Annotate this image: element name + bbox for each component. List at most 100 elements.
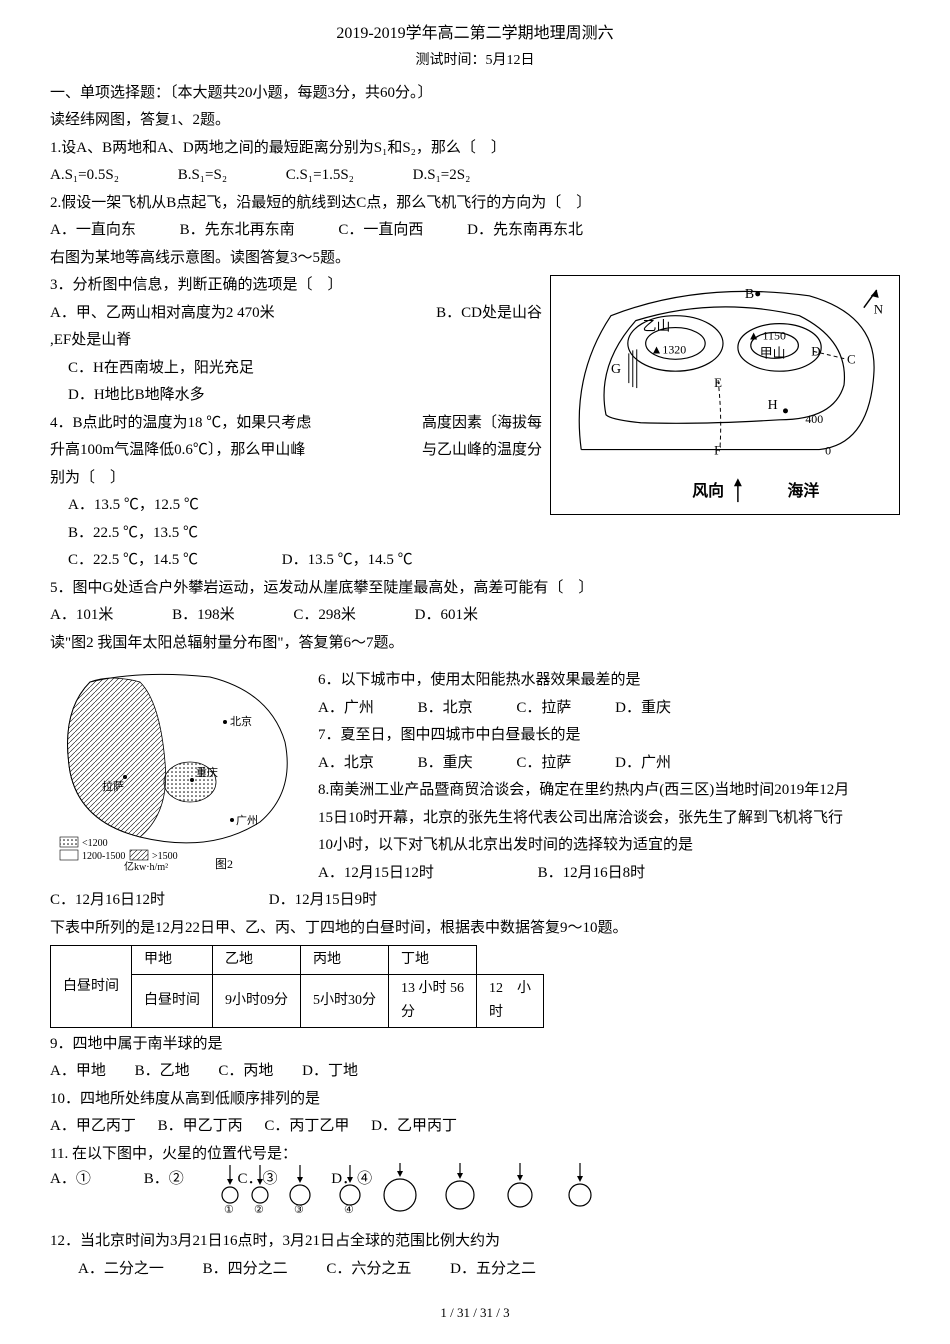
cell-text: 时 [489,1005,503,1020]
q4-opt-c: C．22.5 ℃，14.5 ℃ [68,552,198,568]
label-1320: ▲1320 [651,343,687,357]
city-chongqing [190,778,194,782]
q8-opt-a: A．12月15日12时 [318,865,434,881]
label-wind: 风向 [692,482,724,501]
table-cell: 乙地 [213,946,301,975]
china-map-svg: 北京 拉萨 重庆 广州 <1200 1200-1500 >1500 亿kw·h/… [50,662,310,872]
q5-opt-d: D．601米 [415,607,478,623]
cell-text: 分 [401,1005,415,1020]
q1-opt-c: C.S₁=1.5S₂ [286,167,354,183]
q6-opt-c: C．拉萨 [516,700,571,716]
q5-opt-b: B．198米 [172,607,235,623]
q11-opt-a: A．① [50,1167,140,1193]
q7-opt-b: B．重庆 [418,755,473,771]
q9-stem: 9．四地中属于南半球的是 [50,1032,900,1058]
planet-8 [569,1184,591,1206]
q12-opt-c: C．六分之五 [326,1261,411,1277]
q8-opt-c: C．12月16日12时 [50,892,165,908]
q4-l2-right: 与乙山峰的温度分 [422,438,542,464]
intro-9-10: 下表中所列的是12月22日甲、乙、丙、丁四地的白昼时间，根据表中数据答复9～10… [50,916,900,942]
table-cell: 12 小时 [477,975,544,1028]
q10-opt-b: B．甲乙丁丙 [158,1118,243,1134]
legend-low-icon [60,837,78,847]
label-b: B [745,287,754,302]
q1-stem: 1.设A、B两地和A、D两地之间的最短距离分别为S₁和S₂，那么〔 〕 [50,136,900,162]
q6-opt-d: D．重庆 [615,700,671,716]
contour-0 [579,292,874,450]
q10-opt-c: C．丙丁乙甲 [264,1118,349,1134]
page-subtitle: 测试时间：5月12日 [50,49,900,73]
city-guangzhou-label: 广州 [236,814,258,827]
section-heading: 一、单项选择题：〔本大题共20小题，每题3分，共60分。〕 [50,81,900,107]
planet-6 [446,1181,474,1209]
q3-opt-b: B．CD处是山谷 [436,301,542,327]
cell-text: 12 小 [489,981,531,996]
arrow-2-head [257,1179,263,1185]
legend-unit: 亿kw·h/m² [124,860,168,872]
arrow-5-head [397,1171,403,1177]
contour-map-figure: N B 乙山 ▲1320 ▲ 1150 甲山 D C G E H 400 F 0… [550,275,900,515]
planet-label-4: ④ [344,1204,354,1216]
q12-opt-a: A．二分之一 [78,1261,164,1277]
q1-options: A.S₁=0.5S₂ B.S₁=S₂ C.S₁=1.5S₂ D.S₁=2S₂ [50,163,900,189]
q2-opt-d: D．先东南再东北 [467,222,583,238]
label-h: H [768,398,778,413]
legend-low-text: <1200 [82,838,108,849]
city-beijing [223,720,227,724]
q12-options: A．二分之一 B．四分之二 C．六分之五 D．五分之二 [50,1257,900,1283]
label-d: D [811,345,820,359]
legend-high-text: >1500 [152,851,178,862]
q10-opt-a: A．甲乙丙丁 [50,1118,136,1134]
arrow-8-head [577,1176,583,1182]
planet-label-3: ③ [294,1204,304,1216]
arrow-4-head [347,1177,353,1183]
q8-opt-d: D．12月15日9时 [269,892,377,908]
table-cell: 白昼时间 [132,975,213,1028]
label-1150: ▲ 1150 [748,329,786,343]
arrow-7-head [517,1175,523,1181]
label-0: 0 [825,444,831,458]
q2-opt-a: A．一直向东 [50,222,136,238]
intro-6-7: 读"图2 我国年太阳总辐射量分布图"，答复第6～7题。 [50,631,900,657]
q6-opt-a: A．广州 [318,700,374,716]
legend-mid-text: 1200-1500 [82,851,125,862]
wind-arrow-head [734,479,742,487]
q6-opt-b: B．北京 [418,700,473,716]
planet-7 [508,1183,532,1207]
map-caption: 图2 [215,857,233,871]
ef-line [718,381,721,447]
q2-stem: 2.假设一架飞机从B点起飞，沿最短的航线到达C点，那么飞机飞行的方向为〔 〕 [50,191,900,217]
planets-svg: ① ② ③ ④ [200,1161,620,1217]
table-row: 白昼时间 甲地 乙地 丙地 丁地 [51,946,544,975]
q5-stem: 5．图中G处适合户外攀岩运动，运发动从崖底攀至陡崖最高处，高差可能有〔 〕 [50,576,900,602]
q10-opt-d: D．乙甲丙丁 [371,1118,457,1134]
planet-3 [290,1185,310,1205]
q12-opt-b: B．四分之二 [203,1261,288,1277]
intro-1-2: 读经纬网图，答复1、2题。 [50,108,900,134]
table-cell: 9小时09分 [213,975,301,1028]
planet-4 [340,1185,360,1205]
q1-opt-d: D.S₁=2S₂ [413,167,471,183]
arrow-3-head [297,1177,303,1183]
city-chongqing-label: 重庆 [196,765,218,779]
q9-opt-d: D．丁地 [302,1063,358,1079]
q3-opt-a: A．甲、乙两山相对高度为2 470米 [50,305,275,321]
planet-label-2: ② [254,1204,264,1216]
city-lhasa [123,775,127,779]
legend-high-icon [130,850,148,860]
q7-opt-d: D．广州 [615,755,671,771]
label-e: E [714,377,722,391]
page-title: 2019-2019学年高二第二学期地理周测六 [50,20,900,47]
q2-options: A．一直向东 B．先东北再东南 C．一直向西 D．先东南再东北 [50,218,900,244]
q4-l2-left: 升高100m气温降低0.6℃〕，那么甲山峰 [50,442,305,458]
q9-opt-b: B．乙地 [135,1063,190,1079]
table-cell: 白昼时间 [51,946,132,1027]
label-ocean: 海洋 [787,482,819,501]
planet-2 [252,1187,268,1203]
label-jiashan: 甲山 [760,347,786,361]
contour-svg: N B 乙山 ▲1320 ▲ 1150 甲山 D C G E H 400 F 0… [551,276,899,514]
label-c: C [847,353,856,367]
q11-figure-line: A．① B．② C．③ D．④ ① ② ③ ④ [50,1167,900,1227]
table-cell: 丁地 [389,946,477,975]
q4-opts-cd: C．22.5 ℃，14.5 ℃ D．13.5 ℃，14.5 ℃ [50,548,900,574]
